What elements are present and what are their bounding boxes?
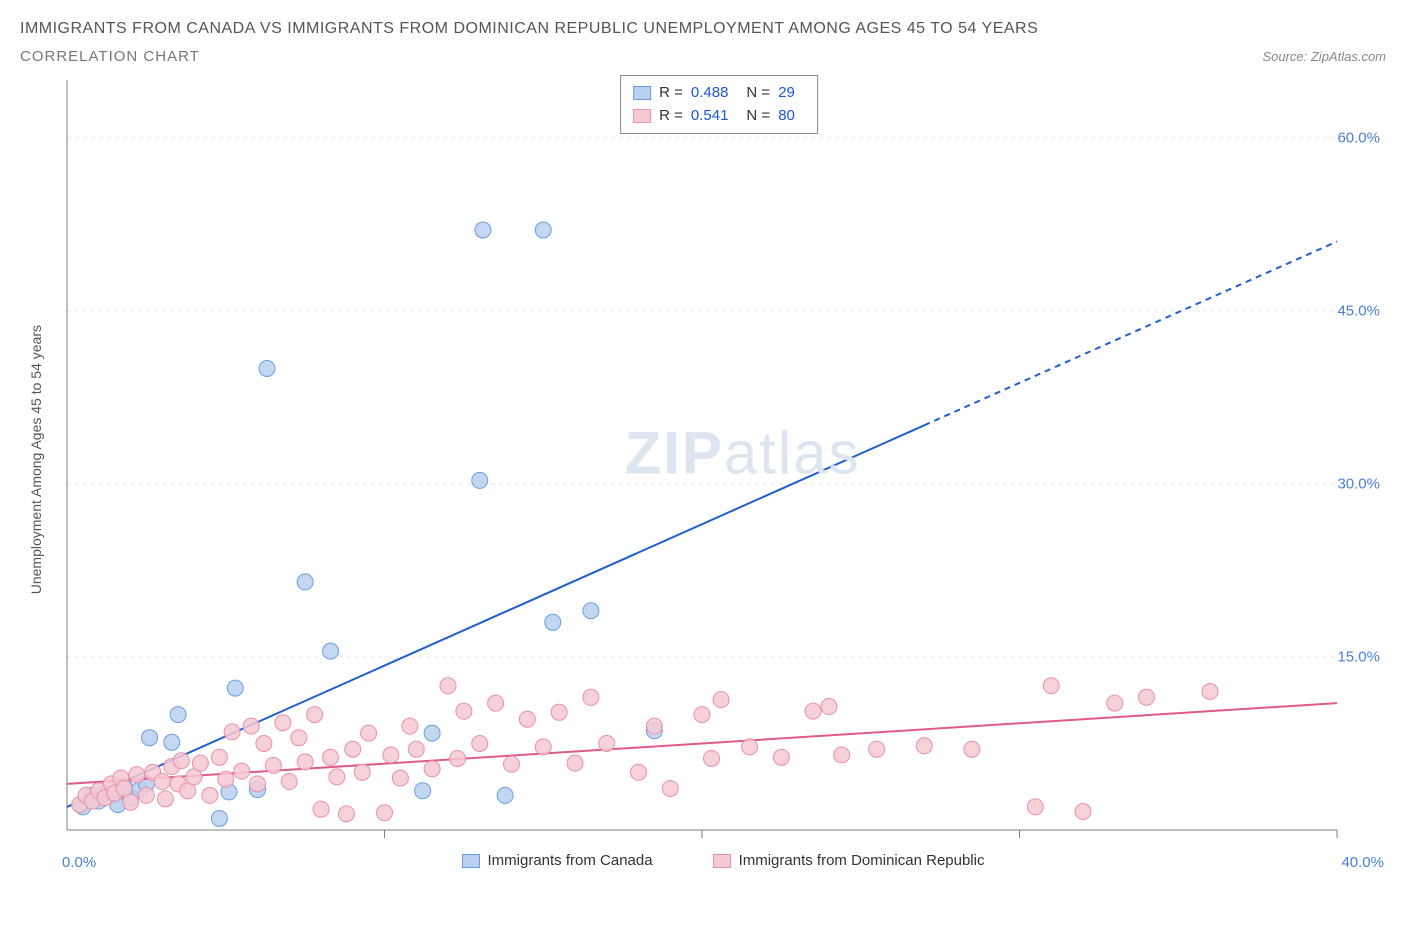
legend-swatch-dominican <box>713 854 731 868</box>
plot-area: ZIPatlas R = 0.488 N = 29 R = 0.541 N = … <box>52 70 1386 850</box>
chart-subtitle: CORRELATION CHART <box>20 48 200 65</box>
legend-item-dominican: Immigrants from Dominican Republic <box>713 852 985 869</box>
legend-item-canada: Immigrants from Canada <box>462 852 653 869</box>
y-tick-label: 15.0% <box>1337 648 1380 665</box>
correlation-chart: IMMIGRANTS FROM CANADA VS IMMIGRANTS FRO… <box>20 20 1386 871</box>
legend-swatch-canada <box>462 854 480 868</box>
stats-row-canada: R = 0.488 N = 29 <box>633 82 805 105</box>
bottom-legend: Immigrants from Canada Immigrants from D… <box>60 852 1386 869</box>
chart-source: Source: ZipAtlas.com <box>1262 49 1386 64</box>
y-tick-label: 60.0% <box>1337 129 1380 146</box>
y-axis-label: Unemployment Among Ages 45 to 54 years <box>20 325 52 594</box>
y-tick-label: 30.0% <box>1337 475 1380 492</box>
scatter-svg <box>52 70 1352 850</box>
stats-row-dominican: R = 0.541 N = 80 <box>633 105 805 128</box>
swatch-dominican <box>633 109 651 123</box>
plot-wrapper: Unemployment Among Ages 45 to 54 years Z… <box>20 70 1386 850</box>
swatch-canada <box>633 86 651 100</box>
chart-title: IMMIGRANTS FROM CANADA VS IMMIGRANTS FRO… <box>20 20 1386 38</box>
y-tick-label: 45.0% <box>1337 302 1380 319</box>
stats-box: R = 0.488 N = 29 R = 0.541 N = 80 <box>620 75 818 134</box>
subtitle-row: CORRELATION CHART Source: ZipAtlas.com <box>20 48 1386 65</box>
